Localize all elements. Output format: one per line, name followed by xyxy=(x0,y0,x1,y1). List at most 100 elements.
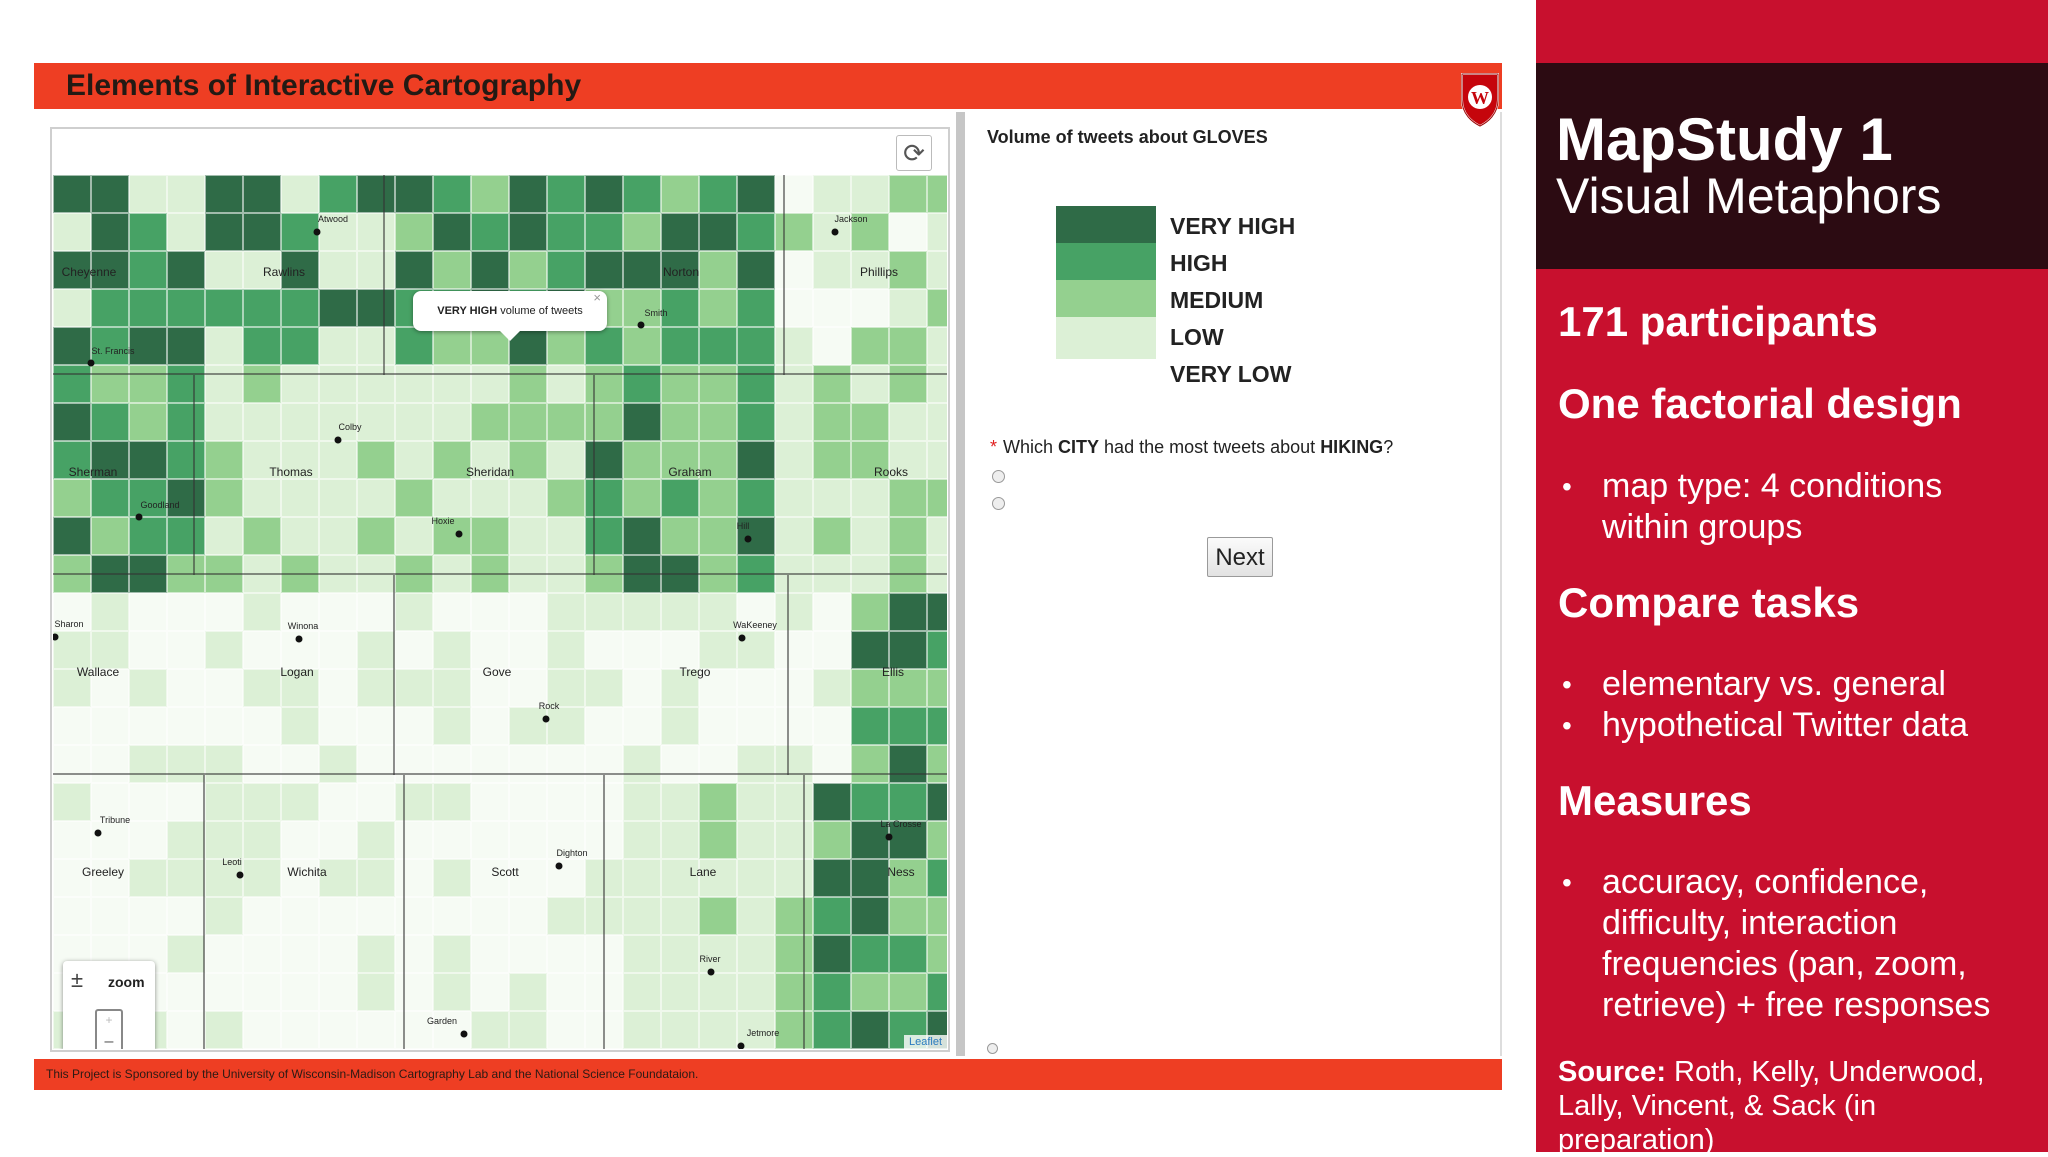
grid-cell[interactable] xyxy=(357,897,395,935)
grid-cell[interactable] xyxy=(699,973,737,1011)
grid-cell[interactable] xyxy=(623,175,661,213)
grid-cell[interactable] xyxy=(547,1011,585,1049)
grid-cell[interactable] xyxy=(509,251,547,289)
grid-cell[interactable] xyxy=(129,441,167,479)
grid-cell[interactable] xyxy=(927,251,947,289)
grid-cell[interactable] xyxy=(357,479,395,517)
grid-cell[interactable] xyxy=(433,441,471,479)
grid-cell[interactable] xyxy=(129,251,167,289)
city-marker[interactable] xyxy=(707,968,715,976)
grid-cell[interactable] xyxy=(205,213,243,251)
grid-cell[interactable] xyxy=(281,365,319,403)
grid-cell[interactable] xyxy=(433,745,471,783)
grid-cell[interactable] xyxy=(813,631,851,669)
grid-cell[interactable] xyxy=(433,175,471,213)
grid-cell[interactable] xyxy=(661,897,699,935)
grid-cell[interactable] xyxy=(699,213,737,251)
grid-cell[interactable] xyxy=(243,593,281,631)
grid-cell[interactable] xyxy=(851,1011,889,1049)
grid-cell[interactable] xyxy=(547,859,585,897)
grid-cell[interactable] xyxy=(129,517,167,555)
grid-cell[interactable] xyxy=(623,441,661,479)
grid-cell[interactable] xyxy=(471,631,509,669)
grid-cell[interactable] xyxy=(395,897,433,935)
grid-cell[interactable] xyxy=(661,631,699,669)
grid-cell[interactable] xyxy=(471,593,509,631)
grid-cell[interactable] xyxy=(281,403,319,441)
grid-cell[interactable] xyxy=(889,251,927,289)
grid-cell[interactable] xyxy=(243,859,281,897)
grid-cell[interactable] xyxy=(281,783,319,821)
grid-cell[interactable] xyxy=(851,973,889,1011)
grid-cell[interactable] xyxy=(661,213,699,251)
grid-cell[interactable] xyxy=(775,289,813,327)
grid-cell[interactable] xyxy=(813,859,851,897)
grid-cell[interactable] xyxy=(243,745,281,783)
grid-cell[interactable] xyxy=(357,821,395,859)
grid-cell[interactable] xyxy=(775,175,813,213)
grid-cell[interactable] xyxy=(851,213,889,251)
grid-cell[interactable] xyxy=(661,669,699,707)
grid-cell[interactable] xyxy=(623,289,661,327)
grid-cell[interactable] xyxy=(889,745,927,783)
grid-cell[interactable] xyxy=(623,669,661,707)
grid-cell[interactable] xyxy=(813,441,851,479)
grid-cell[interactable] xyxy=(585,441,623,479)
grid-cell[interactable] xyxy=(357,593,395,631)
grid-cell[interactable] xyxy=(281,897,319,935)
grid-cell[interactable] xyxy=(281,745,319,783)
grid-cell[interactable] xyxy=(167,479,205,517)
grid-cell[interactable] xyxy=(205,289,243,327)
grid-cell[interactable] xyxy=(661,441,699,479)
grid-cell[interactable] xyxy=(471,783,509,821)
grid-cell[interactable] xyxy=(243,441,281,479)
grid-cell[interactable] xyxy=(395,213,433,251)
grid-cell[interactable] xyxy=(205,441,243,479)
grid-cell[interactable] xyxy=(927,745,947,783)
grid-cell[interactable] xyxy=(737,897,775,935)
grid-cell[interactable] xyxy=(395,631,433,669)
panel-divider[interactable] xyxy=(956,112,965,1056)
grid-cell[interactable] xyxy=(281,251,319,289)
grid-cell[interactable] xyxy=(547,707,585,745)
grid-cell[interactable] xyxy=(661,745,699,783)
grid-cell[interactable] xyxy=(889,707,927,745)
grid-cell[interactable] xyxy=(889,783,927,821)
grid-cell[interactable] xyxy=(737,707,775,745)
grid-cell[interactable] xyxy=(433,631,471,669)
city-marker[interactable] xyxy=(334,436,342,444)
grid-cell[interactable] xyxy=(737,631,775,669)
grid-cell[interactable] xyxy=(395,859,433,897)
grid-cell[interactable] xyxy=(319,327,357,365)
grid-cell[interactable] xyxy=(585,365,623,403)
grid-cell[interactable] xyxy=(509,783,547,821)
grid-cell[interactable] xyxy=(661,859,699,897)
grid-cell[interactable] xyxy=(775,251,813,289)
grid-cell[interactable] xyxy=(813,821,851,859)
grid-cell[interactable] xyxy=(889,669,927,707)
grid-cell[interactable] xyxy=(357,631,395,669)
grid-cell[interactable] xyxy=(661,403,699,441)
grid-cell[interactable] xyxy=(813,745,851,783)
grid-cell[interactable] xyxy=(281,707,319,745)
grid-cell[interactable] xyxy=(243,365,281,403)
grid-cell[interactable] xyxy=(471,175,509,213)
grid-cell[interactable] xyxy=(167,707,205,745)
grid-cell[interactable] xyxy=(509,517,547,555)
grid-cell[interactable] xyxy=(585,403,623,441)
grid-cell[interactable] xyxy=(395,403,433,441)
grid-cell[interactable] xyxy=(585,251,623,289)
grid-cell[interactable] xyxy=(889,327,927,365)
grid-cell[interactable] xyxy=(281,973,319,1011)
grid-cell[interactable] xyxy=(471,859,509,897)
grid-cell[interactable] xyxy=(775,631,813,669)
city-marker[interactable] xyxy=(53,633,59,641)
grid-cell[interactable] xyxy=(281,517,319,555)
grid-cell[interactable] xyxy=(547,935,585,973)
grid-cell[interactable] xyxy=(509,593,547,631)
grid-cell[interactable] xyxy=(737,289,775,327)
grid-cell[interactable] xyxy=(813,479,851,517)
grid-cell[interactable] xyxy=(205,175,243,213)
grid-cell[interactable] xyxy=(129,213,167,251)
grid-cell[interactable] xyxy=(433,859,471,897)
